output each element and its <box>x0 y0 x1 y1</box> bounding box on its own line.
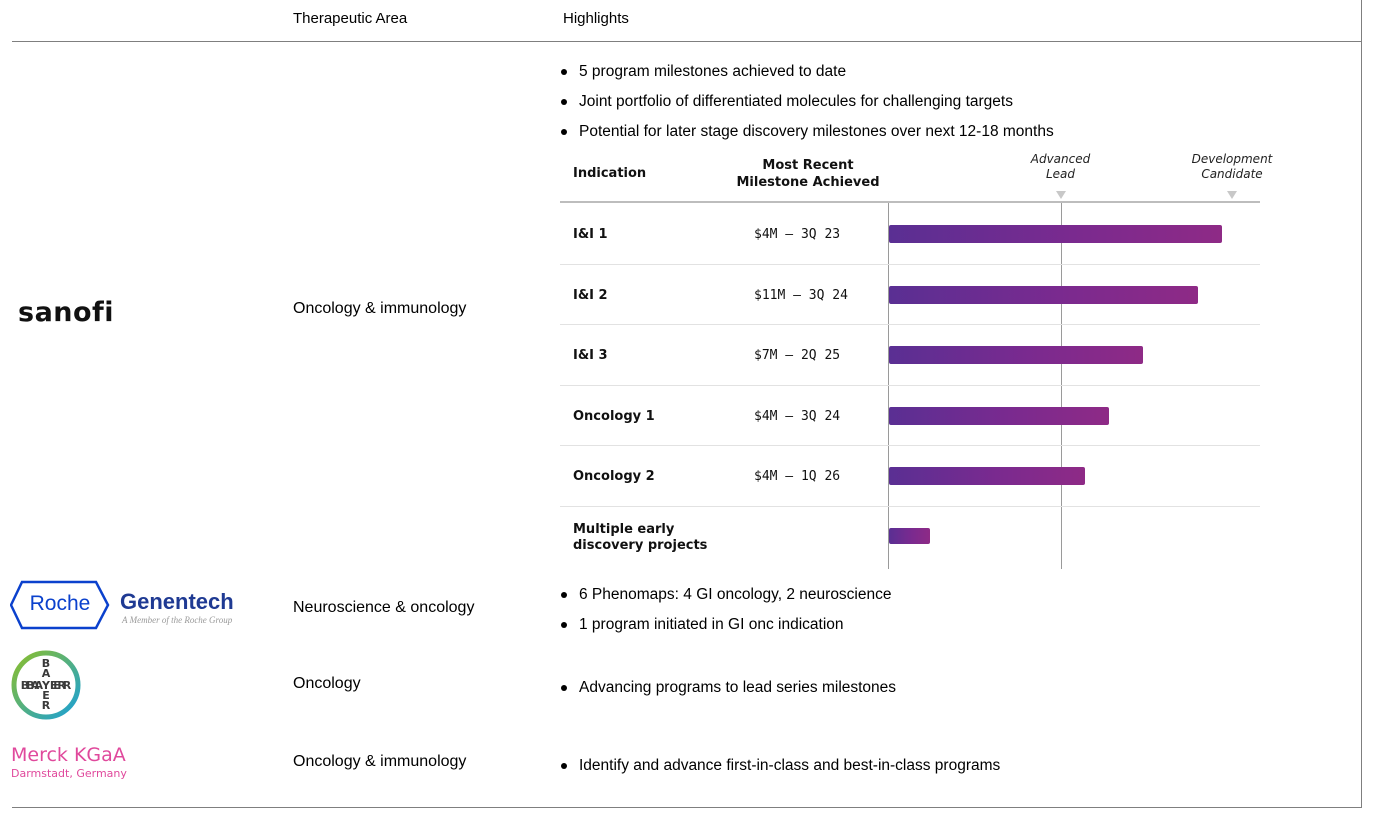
stage-label-line1: Development <box>1191 152 1273 166</box>
svg-text:E: E <box>42 689 50 702</box>
bayer-cross-icon: B A E R B A E R <box>11 650 81 720</box>
chart-row-divider <box>560 324 1260 325</box>
chart-bar <box>889 527 931 544</box>
chart-row-indication: I&I 1 <box>573 227 608 242</box>
stage-label-line2: Lead <box>1045 167 1076 181</box>
list-item: Identify and advance first-in-class and … <box>555 751 1000 781</box>
chart-row-milestone: $7M – 2Q 25 <box>754 348 841 363</box>
merck-highlights: Identify and advance first-in-class and … <box>555 751 1000 781</box>
roche-hexagon-icon <box>10 580 110 630</box>
roche-highlights: 6 Phenomaps: 4 GI oncology, 2 neuroscien… <box>555 580 892 640</box>
sanofi-logo-text: sanofi <box>18 297 115 328</box>
sanofi-highlights: 5 program milestones achieved to date Jo… <box>555 57 1054 147</box>
chart-header-divider <box>560 201 1260 203</box>
bayer-highlights: Advancing programs to lead series milest… <box>555 673 896 703</box>
svg-text:B: B <box>42 657 50 670</box>
chart-header-indication: Indication <box>573 166 647 181</box>
chart-row-indication: I&I 2 <box>573 287 608 303</box>
list-item: Advancing programs to lead series milest… <box>555 673 896 703</box>
svg-text:R: R <box>63 679 72 692</box>
bayer-therapeutic-area: Oncology <box>293 675 361 692</box>
sanofi-logo: sanofi <box>18 297 114 328</box>
chart-row-milestone: $4M – 3Q 23 <box>754 227 841 242</box>
chart-row-milestone: $4M – 1Q 26 <box>754 469 841 484</box>
chart-row-indication: I&I 3 <box>573 348 608 363</box>
chart-row-indication: Multiple early discovery projects <box>573 521 708 553</box>
right-border <box>1361 0 1362 808</box>
roche-therapeutic-area: Neuroscience & oncology <box>293 599 475 616</box>
list-item: 5 program milestones achieved to date <box>555 57 1054 87</box>
milestone-progress-chart: Indication Most Recent Milestone Achieve… <box>560 143 1280 569</box>
chart-header-milestone-line1: Most Recent <box>762 158 854 173</box>
stage-label-line1: Advanced <box>1030 152 1091 166</box>
stage-marker-triangle <box>1055 191 1066 199</box>
list-item: Joint portfolio of differentiated molecu… <box>555 87 1054 117</box>
stage-label-development-candidate: Development Candidate <box>1177 152 1287 182</box>
genentech-logo-text: Genentech <box>120 589 234 614</box>
merck-logo-place: Darmstadt, Germany <box>11 767 127 780</box>
list-item: 1 program initiated in GI onc indication <box>555 610 892 640</box>
chart-header-milestone: Most Recent Milestone Achieved <box>728 157 888 191</box>
footer-divider <box>12 807 1362 808</box>
stage-marker-triangle <box>1227 191 1237 199</box>
chart-bar <box>889 467 1085 485</box>
bayer-logo: B A E R B A E R BAYER <box>10 649 82 721</box>
genentech-tagline: A Member of the Roche Group <box>122 615 233 625</box>
chart-row-divider <box>560 445 1260 446</box>
merck-therapeutic-area: Oncology & immunology <box>293 753 467 770</box>
chart-row-divider <box>560 505 1260 507</box>
svg-text:A: A <box>42 667 51 680</box>
column-header-highlights: Highlights <box>563 10 629 27</box>
stage-label-advanced-lead: Advanced Lead <box>1006 152 1116 182</box>
svg-text:R: R <box>42 699 51 712</box>
chart-bar <box>889 346 1143 364</box>
roche-logo-text: Roche <box>29 592 91 615</box>
chart-bar <box>889 406 1109 425</box>
svg-text:B: B <box>21 679 29 692</box>
chart-bar <box>889 285 1198 304</box>
bayer-logo-text: BAYER <box>26 679 66 692</box>
chart-row-divider <box>560 384 1260 386</box>
column-header-therapeutic-area: Therapeutic Area <box>293 10 408 27</box>
roche-genentech-logo: Roche Genentech A Member of the Roche Gr… <box>10 580 260 632</box>
list-item: 6 Phenomaps: 4 GI oncology, 2 neuroscien… <box>555 580 892 610</box>
chart-row-milestone: $4M – 3Q 24 <box>754 408 841 424</box>
chart-row-indication: Oncology 1 <box>573 408 655 424</box>
merck-logo-name: Merck KGaA <box>11 744 126 766</box>
chart-bar <box>889 225 1222 243</box>
svg-text:E: E <box>53 679 61 692</box>
chart-row-milestone: $11M – 3Q 24 <box>754 287 848 303</box>
header-divider <box>12 41 1362 42</box>
svg-text:A: A <box>31 679 40 692</box>
sanofi-therapeutic-area: Oncology & immunology <box>293 300 467 317</box>
chart-row-divider <box>560 263 1260 265</box>
chart-row-indication: Oncology 2 <box>573 469 655 484</box>
stage-label-line2: Candidate <box>1201 167 1263 181</box>
list-item: Potential for later stage discovery mile… <box>555 117 1054 147</box>
chart-header-milestone-line2: Milestone Achieved <box>736 175 880 190</box>
